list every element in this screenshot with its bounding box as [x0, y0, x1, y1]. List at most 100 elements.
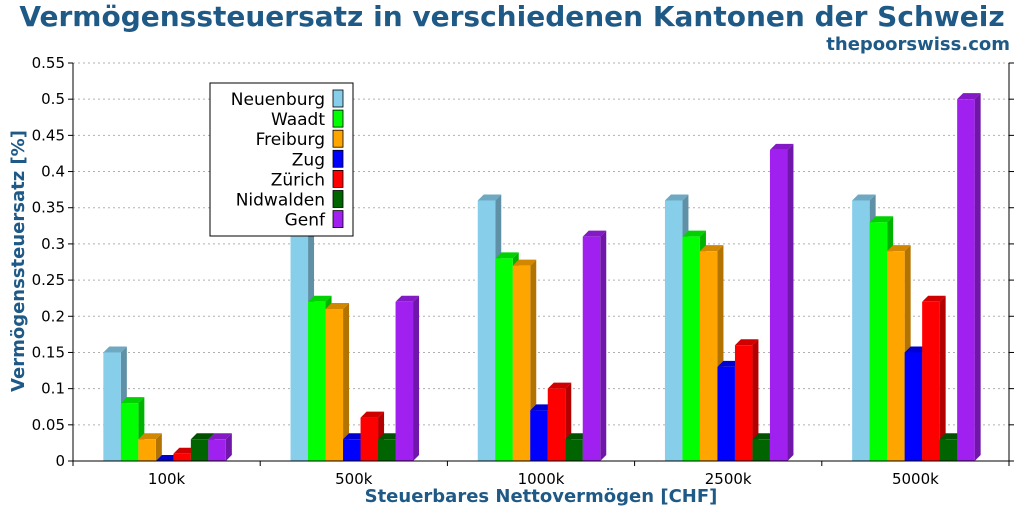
- legend-item: Freiburg: [256, 129, 344, 150]
- y-tick-label: 0.35: [32, 199, 65, 217]
- x-tick-label: 2500k: [705, 470, 752, 488]
- bar: [734, 339, 759, 461]
- bar-top: [477, 194, 502, 201]
- legend-swatch: [332, 129, 344, 148]
- legend-item: Zürich: [271, 169, 344, 190]
- bar-front: [308, 301, 326, 461]
- bar-side: [155, 433, 162, 461]
- bar: [208, 433, 232, 461]
- legend-label: Neuenburg: [231, 90, 325, 110]
- y-tick-label: 0.2: [41, 307, 65, 325]
- bar-front: [582, 236, 601, 461]
- legend-label: Freiburg: [256, 130, 325, 150]
- axes: [68, 62, 1014, 466]
- bar-top: [547, 382, 572, 389]
- bar-side: [974, 93, 981, 461]
- bar-side: [787, 143, 794, 461]
- bar-front: [939, 439, 958, 461]
- y-tick-label: 0: [55, 452, 65, 470]
- legend-swatch: [332, 149, 344, 168]
- bar-front: [103, 352, 121, 461]
- bar-top: [682, 230, 706, 237]
- bar-front: [138, 439, 156, 461]
- y-tick-label: 0.25: [32, 271, 65, 289]
- bar: [922, 295, 946, 461]
- chart-title: Vermögenssteuersatz in verschiedenen Kan…: [19, 0, 1005, 33]
- bar-side: [225, 433, 232, 461]
- legend-swatch: [332, 109, 344, 128]
- x-tick-label: 1000k: [518, 470, 565, 488]
- bar-front: [682, 236, 700, 461]
- bar-front: [869, 222, 888, 461]
- legend-item: Waadt: [271, 109, 344, 130]
- legend-item: Zug: [292, 149, 344, 170]
- bar-front: [477, 200, 496, 461]
- bar-top: [360, 411, 385, 418]
- bar-front: [173, 453, 191, 461]
- bar-front: [904, 352, 923, 461]
- bar-front: [395, 301, 414, 461]
- y-tick-label: 0.1: [41, 380, 65, 398]
- bar-front: [752, 439, 770, 461]
- bar-top: [103, 346, 127, 353]
- bar: [957, 93, 981, 461]
- legend-label: Zürich: [271, 170, 325, 190]
- bar-top: [699, 245, 724, 252]
- x-tick-label: 100k: [148, 470, 186, 488]
- bar-front: [190, 439, 209, 461]
- bar-top: [664, 194, 689, 201]
- x-axis-label: Steuerbares Nettovermögen [CHF]: [365, 486, 718, 507]
- legend-box: [209, 82, 354, 237]
- bar: [325, 303, 350, 461]
- bar-front: [343, 439, 361, 461]
- bar-top: [582, 230, 607, 237]
- bar-front: [699, 251, 718, 461]
- bar-front: [734, 345, 753, 461]
- bar-front: [565, 439, 583, 461]
- bar-top: [852, 194, 876, 201]
- legend-swatch: [332, 190, 344, 208]
- legend-label: Waadt: [271, 110, 325, 130]
- bar: [582, 230, 607, 461]
- bar-side: [752, 339, 759, 461]
- bar-top: [512, 259, 537, 266]
- bar-side: [413, 295, 420, 461]
- bar-top: [395, 295, 420, 302]
- bar-side: [600, 230, 607, 461]
- y-tick-label: 0.55: [32, 54, 65, 72]
- bar-top: [957, 93, 981, 100]
- bar-front: [512, 265, 531, 461]
- bar-front: [378, 439, 396, 461]
- legend-swatch: [332, 210, 344, 229]
- bar-front: [922, 301, 940, 461]
- legend-label: Zug: [292, 150, 325, 170]
- bar-front: [530, 410, 548, 461]
- y-tick-label: 0.3: [41, 235, 65, 253]
- bar-top: [208, 433, 232, 440]
- y-tick-label: 0.4: [41, 163, 65, 181]
- bar-top: [138, 433, 162, 440]
- y-tick-label: 0.05: [32, 416, 65, 434]
- y-tick-label: 0.45: [32, 126, 65, 144]
- legend-item: Neuenburg: [231, 89, 344, 110]
- y-tick-label: 0.15: [32, 343, 65, 361]
- legend-swatch: [332, 169, 344, 188]
- bar-top: [922, 295, 946, 302]
- legend-item: Nidwalden: [236, 190, 344, 211]
- bar-top: [869, 216, 894, 223]
- bar-front: [547, 388, 566, 461]
- tick-labels: 0 0.05 0.1 0.15 0.2 0.25 0.3 0.35 0.4 0.45 0.5 0.55…: [32, 54, 940, 488]
- bars: [103, 93, 981, 462]
- bar-top: [769, 143, 794, 150]
- bar-top: [190, 433, 215, 440]
- bar-front: [957, 99, 975, 461]
- bar-front: [360, 417, 379, 461]
- bar-front: [769, 149, 788, 461]
- bar-front: [325, 309, 344, 461]
- bar-top: [887, 245, 911, 252]
- bar-front: [852, 200, 870, 461]
- bar-front: [887, 251, 905, 461]
- y-axis-label: Vermögenssteuersatz [%]: [8, 130, 29, 392]
- bar-front: [664, 200, 683, 461]
